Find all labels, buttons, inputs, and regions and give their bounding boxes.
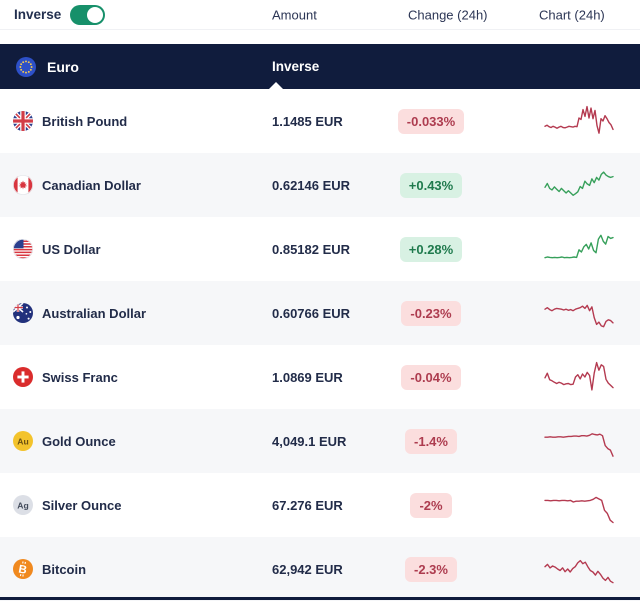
svg-text:Ag: Ag [17,500,28,510]
selected-column-caret [269,82,283,89]
currency-row[interactable]: Swiss Franc 1.0869 EUR -0.04% [0,345,640,409]
currency-row[interactable]: Australian Dollar 0.60766 EUR -0.23% [0,281,640,345]
change-cell: -2% [396,492,466,518]
inverse-label: Inverse [14,7,62,22]
currency-name: US Dollar [42,241,101,257]
inverse-toggle[interactable] [70,4,106,25]
currency-row[interactable]: British Pound 1.1485 EUR -0.033% [0,89,640,153]
currency-name: Australian Dollar [42,305,147,321]
change-badge: +0.43% [399,172,463,198]
change-badge: -2% [410,492,452,518]
currency-rows: British Pound 1.1485 EUR -0.033% Canadia… [0,89,640,601]
sparkline-chart [542,227,616,271]
gb-flag-icon [13,111,33,131]
sparkline-chart [542,99,616,143]
au-flag-icon [13,303,33,323]
currency-name: Swiss Franc [42,369,118,385]
base-currency-header[interactable]: Euro Inverse [0,44,640,89]
change-cell: -0.04% [396,364,466,390]
sparkline-chart [542,547,616,591]
svg-text:Au: Au [17,436,28,446]
amount-value: 67.276 EUR [272,497,343,513]
ca-flag-icon [13,175,33,195]
currency-name: Bitcoin [42,561,87,577]
sparkline-chart [542,291,616,335]
column-header-amount: Amount [272,7,317,22]
column-header-change: Change (24h) [408,7,488,22]
amount-value: 0.60766 EUR [272,305,351,321]
toggle-knob [87,6,104,23]
base-currency-name: Euro [47,58,79,75]
change-cell: -0.23% [396,300,466,326]
currency-row[interactable]: Canadian Dollar 0.62146 EUR +0.43% [0,153,640,217]
amount-value: 1.0869 EUR [272,369,343,385]
amount-value: 0.85182 EUR [272,241,351,257]
next-section-edge [0,597,640,600]
currency-row[interactable]: B Bitcoin 62,942 EUR -2.3% [0,537,640,601]
change-badge: -0.033% [397,108,465,134]
change-cell: +0.28% [396,236,466,262]
eu-flag-icon [16,56,36,77]
change-badge: -1.4% [405,428,457,454]
inverse-mode-label: Inverse [272,59,320,74]
currency-name: Silver Ounce [42,497,122,513]
change-badge: -2.3% [405,556,457,582]
bitcoin-icon: B [13,559,33,579]
currency-row[interactable]: Au Gold Ounce 4,049.1 EUR -1.4% [0,409,640,473]
toolbar-gap [0,30,640,44]
change-cell: +0.43% [396,172,466,198]
sparkline-chart [542,355,616,399]
ch-flag-icon [13,367,33,387]
change-badge: -0.04% [401,364,461,390]
currency-row[interactable]: Ag Silver Ounce 67.276 EUR -2% [0,473,640,537]
inverse-toggle-group: Inverse [14,4,106,25]
currency-name: Gold Ounce [42,433,116,449]
amount-value: 62,942 EUR [272,561,343,577]
change-badge: +0.28% [399,236,463,262]
gold-icon: Au [13,431,33,451]
change-cell: -1.4% [396,428,466,454]
amount-value: 4,049.1 EUR [272,433,347,449]
amount-value: 0.62146 EUR [272,177,351,193]
sparkline-chart [542,419,616,463]
table-toolbar: Inverse Amount Change (24h) Chart (24h) [0,0,640,30]
change-badge: -0.23% [401,300,461,326]
svg-text:B: B [17,564,27,577]
currency-name: British Pound [42,113,128,129]
amount-value: 1.1485 EUR [272,113,343,129]
change-cell: -0.033% [396,108,466,134]
us-flag-icon [13,239,33,259]
sparkline-chart [542,483,616,527]
currency-name: Canadian Dollar [42,177,141,193]
currency-row[interactable]: US Dollar 0.85182 EUR +0.28% [0,217,640,281]
silver-icon: Ag [13,495,33,515]
column-header-chart: Chart (24h) [539,7,605,22]
change-cell: -2.3% [396,556,466,582]
sparkline-chart [542,163,616,207]
